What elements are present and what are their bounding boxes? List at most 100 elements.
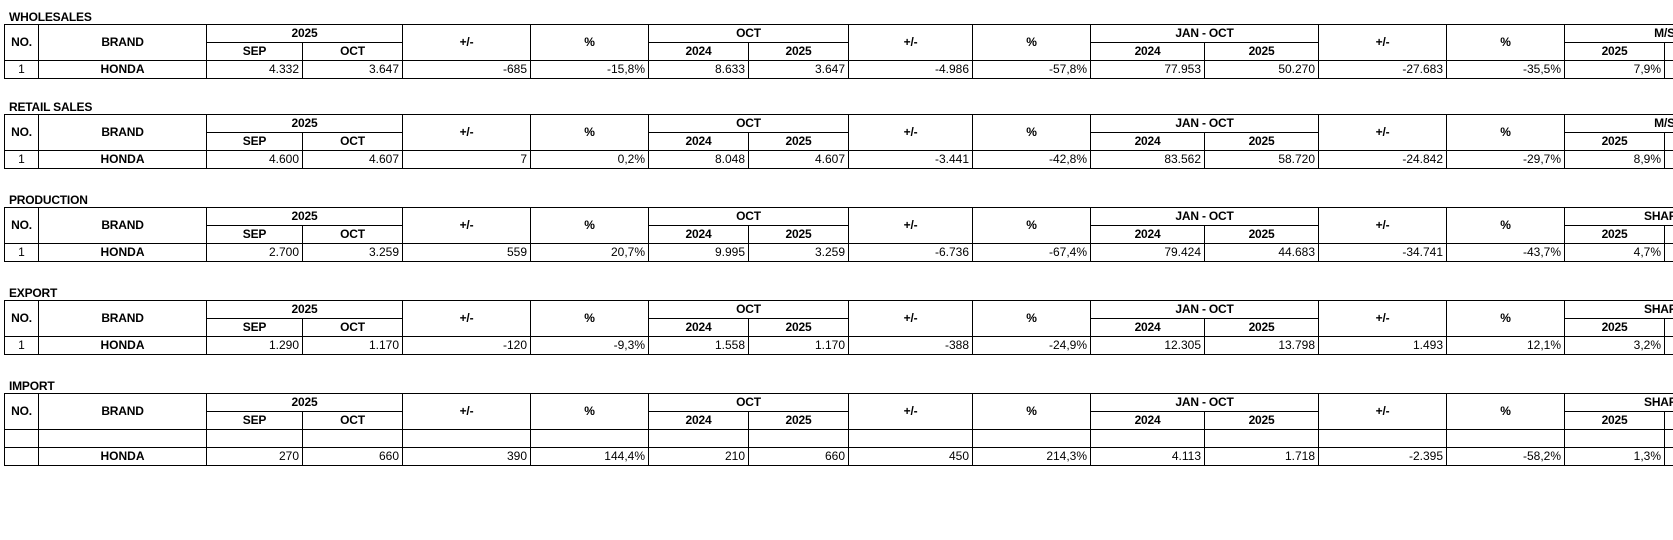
cell-ytd-pct: -43,7% (1446, 243, 1566, 262)
cell-share-2024: 3,1% (1664, 336, 1673, 355)
cell-mom-diff: 390 (402, 447, 531, 466)
cell-oct-current: 3.647 (747, 60, 850, 79)
cell-ytd-2024: 4.113 (1090, 447, 1206, 466)
column-header-jan-2024: 2024 (1090, 318, 1206, 337)
column-header-mom-diff: +/- (402, 114, 531, 151)
column-header-group-share: M/S (1564, 114, 1673, 133)
cell-ytd-pct: -58,2% (1446, 447, 1566, 466)
empty-cell (530, 429, 649, 448)
cell-mom-pct: 20,7% (530, 243, 649, 262)
column-header-oct: OCT (302, 318, 403, 337)
column-header-group-oct: OCT (647, 24, 850, 43)
column-header-group-share: SHARE (1564, 207, 1673, 226)
column-header-mom-pct: % (530, 393, 649, 430)
empty-cell (848, 429, 974, 448)
column-header-mom-pct: % (530, 207, 649, 244)
empty-cell (1090, 429, 1206, 448)
column-header-no: NO. (4, 24, 39, 61)
cell-oct-pct: -24,9% (972, 336, 1092, 355)
column-header-jan-2025: 2025 (1204, 318, 1320, 337)
cell-oct-diff: -3.441 (848, 150, 974, 169)
column-header-brand: BRAND (38, 114, 207, 151)
column-header-oct-pct: % (972, 114, 1092, 151)
column-header-jan-2025: 2025 (1204, 132, 1320, 151)
cell-share-2025: 8,9% (1564, 150, 1666, 169)
column-header-sep: SEP (206, 411, 303, 430)
table-row-empty (4, 429, 1673, 448)
column-header-oct-2025: 2025 (747, 318, 850, 337)
cell-brand: HONDA (38, 447, 207, 466)
column-header-share-2024: 2024 (1664, 225, 1673, 244)
header-row-sub: SEPOCT202420252024202520252024 (5, 411, 1673, 430)
header-row-top: NO. BRAND 2025 +/-% OCT +/-% JAN - OCT +/-% M/S (4, 114, 1673, 151)
section-spacer (4, 79, 1669, 101)
column-header-oct-pct: % (972, 393, 1092, 430)
cell-mom-pct: -15,8% (530, 60, 649, 79)
cell-oct-2025: 3.647 (302, 60, 403, 79)
cell-sep-2025: 270 (206, 447, 303, 466)
column-header-share-2025: 2025 (1564, 132, 1666, 151)
cell-ytd-pct: 12,1% (1446, 336, 1566, 355)
column-header-sep: SEP (206, 318, 303, 337)
column-header-jan-2025: 2025 (1204, 42, 1320, 61)
cell-sep-2025: 4.600 (206, 150, 303, 169)
table-row: 1 HONDA 2.700 3.259 559 20,7% 9.995 3.259 -6.736… (4, 243, 1673, 262)
cell-mom-diff: 7 (402, 150, 531, 169)
column-header-ytd-pct: % (1446, 114, 1566, 151)
column-header-group-oct: OCT (647, 300, 850, 319)
column-header-oct-diff: +/- (848, 114, 974, 151)
cell-mom-pct: 0,2% (530, 150, 649, 169)
cell-oct-2025: 4.607 (302, 150, 403, 169)
column-header-mom-diff: +/- (402, 24, 531, 61)
column-header-share-2025: 2025 (1564, 318, 1666, 337)
column-header-group-oct: OCT (647, 393, 850, 412)
section-spacer (4, 355, 1669, 380)
cell-oct-current: 660 (747, 447, 850, 466)
column-header-oct-2025: 2025 (747, 132, 850, 151)
cell-brand: HONDA (38, 336, 207, 355)
table-section-wholesales: WHOLESALES NO. BRAND 2025 +/-% OCT +/-% JAN - O… (4, 11, 1673, 79)
cell-oct-2025: 660 (302, 447, 403, 466)
cell-mom-pct: -9,3% (530, 336, 649, 355)
cell-ytd-diff: 1.493 (1318, 336, 1448, 355)
cell-no (4, 447, 39, 466)
column-header-brand: BRAND (38, 393, 207, 430)
table-row: 1 HONDA 4.332 3.647 -685 -15,8% 8.633 3.647 -4.9… (4, 60, 1673, 79)
column-header-oct-pct: % (972, 207, 1092, 244)
cell-brand: HONDA (38, 150, 207, 169)
cell-oct-current: 1.170 (747, 336, 850, 355)
column-header-group-oct: OCT (647, 207, 850, 226)
data-table: NO. BRAND 2025 +/-% OCT +/-% JAN - OCT +/-% M/S S… (4, 24, 1673, 79)
empty-cell (206, 429, 303, 448)
empty-cell (1564, 429, 1666, 448)
column-header-sep: SEP (206, 225, 303, 244)
column-header-no: NO. (4, 393, 39, 430)
column-header-group-2025: 2025 (206, 300, 403, 319)
cell-share-2025: 3,2% (1564, 336, 1666, 355)
column-header-brand: BRAND (38, 24, 207, 61)
cell-share-2024: 11,0% (1664, 60, 1673, 79)
column-header-group-share: SHARE (1564, 393, 1673, 412)
column-header-ytd-pct: % (1446, 393, 1566, 430)
table-row: HONDA 270 660 390 144,4% 210 660 450 214,3% 4.113… (4, 447, 1673, 466)
column-header-share-2024: 2024 (1664, 42, 1673, 61)
column-header-ytd-pct: % (1446, 24, 1566, 61)
cell-sep-2025: 4.332 (206, 60, 303, 79)
column-header-group-2025: 2025 (206, 24, 403, 43)
cell-ytd-diff: -34.741 (1318, 243, 1448, 262)
column-header-group-2025: 2025 (206, 393, 403, 412)
cell-share-2025: 4,7% (1564, 243, 1666, 262)
column-header-oct-2025: 2025 (747, 225, 850, 244)
cell-ytd-2024: 79.424 (1090, 243, 1206, 262)
cell-oct-pct: -57,8% (972, 60, 1092, 79)
empty-cell (648, 429, 749, 448)
cell-mom-diff: 559 (402, 243, 531, 262)
empty-cell (402, 429, 531, 448)
cell-oct-diff: -6.736 (848, 243, 974, 262)
column-header-jan-2025: 2025 (1204, 411, 1320, 430)
column-header-brand: BRAND (38, 207, 207, 244)
